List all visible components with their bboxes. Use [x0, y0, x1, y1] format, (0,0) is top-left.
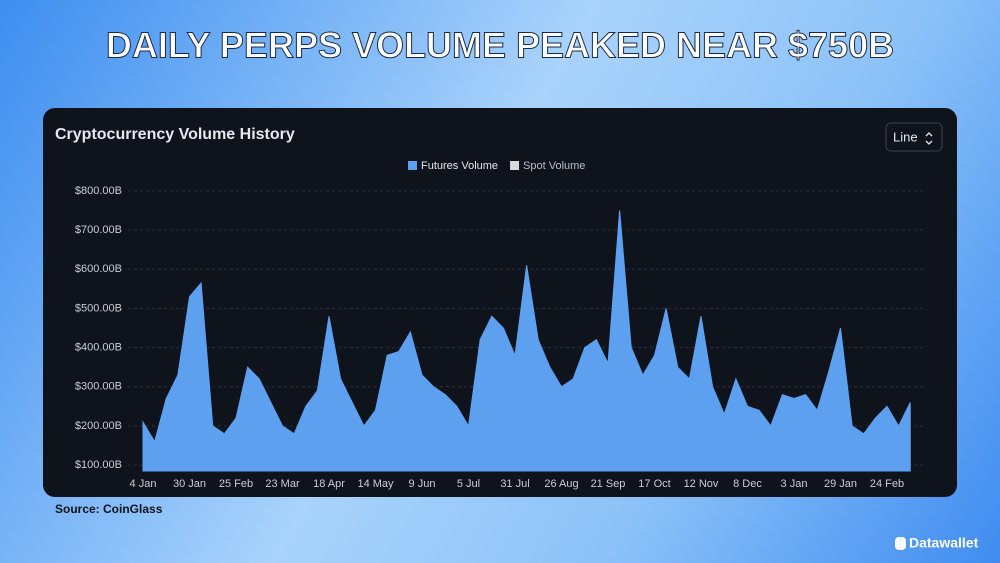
- x-tick-label: 21 Sep: [591, 478, 626, 490]
- x-tick-label: 18 Apr: [313, 478, 345, 490]
- x-tick-label: 12 Nov: [684, 478, 719, 490]
- x-tick-label: 14 May: [357, 478, 394, 490]
- x-tick-label: 4 Jan: [130, 478, 157, 490]
- y-tick-label: $700.00B: [75, 224, 122, 236]
- legend-label: Spot Volume: [523, 160, 585, 172]
- x-tick-label: 5 Jul: [457, 478, 480, 490]
- headline: DAILY PERPS VOLUME PEAKED NEAR $750B: [106, 25, 894, 66]
- x-tick-label: 25 Feb: [219, 478, 253, 490]
- x-tick-label: 24 Feb: [870, 478, 904, 490]
- legend-swatch: [510, 161, 520, 170]
- y-tick-label: $600.00B: [75, 263, 122, 275]
- chart-title: Cryptocurrency Volume History: [55, 126, 295, 143]
- x-tick-label: 17 Oct: [638, 478, 670, 490]
- x-tick-label: 8 Dec: [733, 478, 762, 490]
- x-tick-label: 29 Jan: [824, 478, 857, 490]
- y-tick-label: $100.00B: [75, 459, 122, 471]
- brand: Datawallet: [909, 535, 979, 551]
- source: Source: CoinGlass: [55, 502, 163, 516]
- x-tick-label: 26 Aug: [544, 478, 578, 490]
- y-tick-label: $300.00B: [75, 381, 122, 393]
- x-tick-label: 3 Jan: [781, 478, 808, 490]
- area: [142, 210, 911, 472]
- y-tick-label: $500.00B: [75, 302, 122, 314]
- x-tick-label: 30 Jan: [173, 478, 206, 490]
- dropdown-label: Line: [893, 129, 918, 144]
- y-tick-label: $800.00B: [75, 185, 122, 197]
- x-tick-label: 23 Mar: [265, 478, 300, 490]
- dropdown[interactable]: [885, 122, 943, 152]
- x-tick-label: 9 Jun: [409, 478, 436, 490]
- legend-swatch: [408, 161, 417, 170]
- y-tick-label: $400.00B: [75, 341, 122, 353]
- brand-icon: [895, 537, 906, 550]
- dropdown-chevron: [925, 132, 933, 145]
- x-tick-label: 31 Jul: [500, 478, 529, 490]
- legend-label: Futures Volume: [421, 160, 498, 172]
- y-tick-label: $200.00B: [75, 420, 122, 432]
